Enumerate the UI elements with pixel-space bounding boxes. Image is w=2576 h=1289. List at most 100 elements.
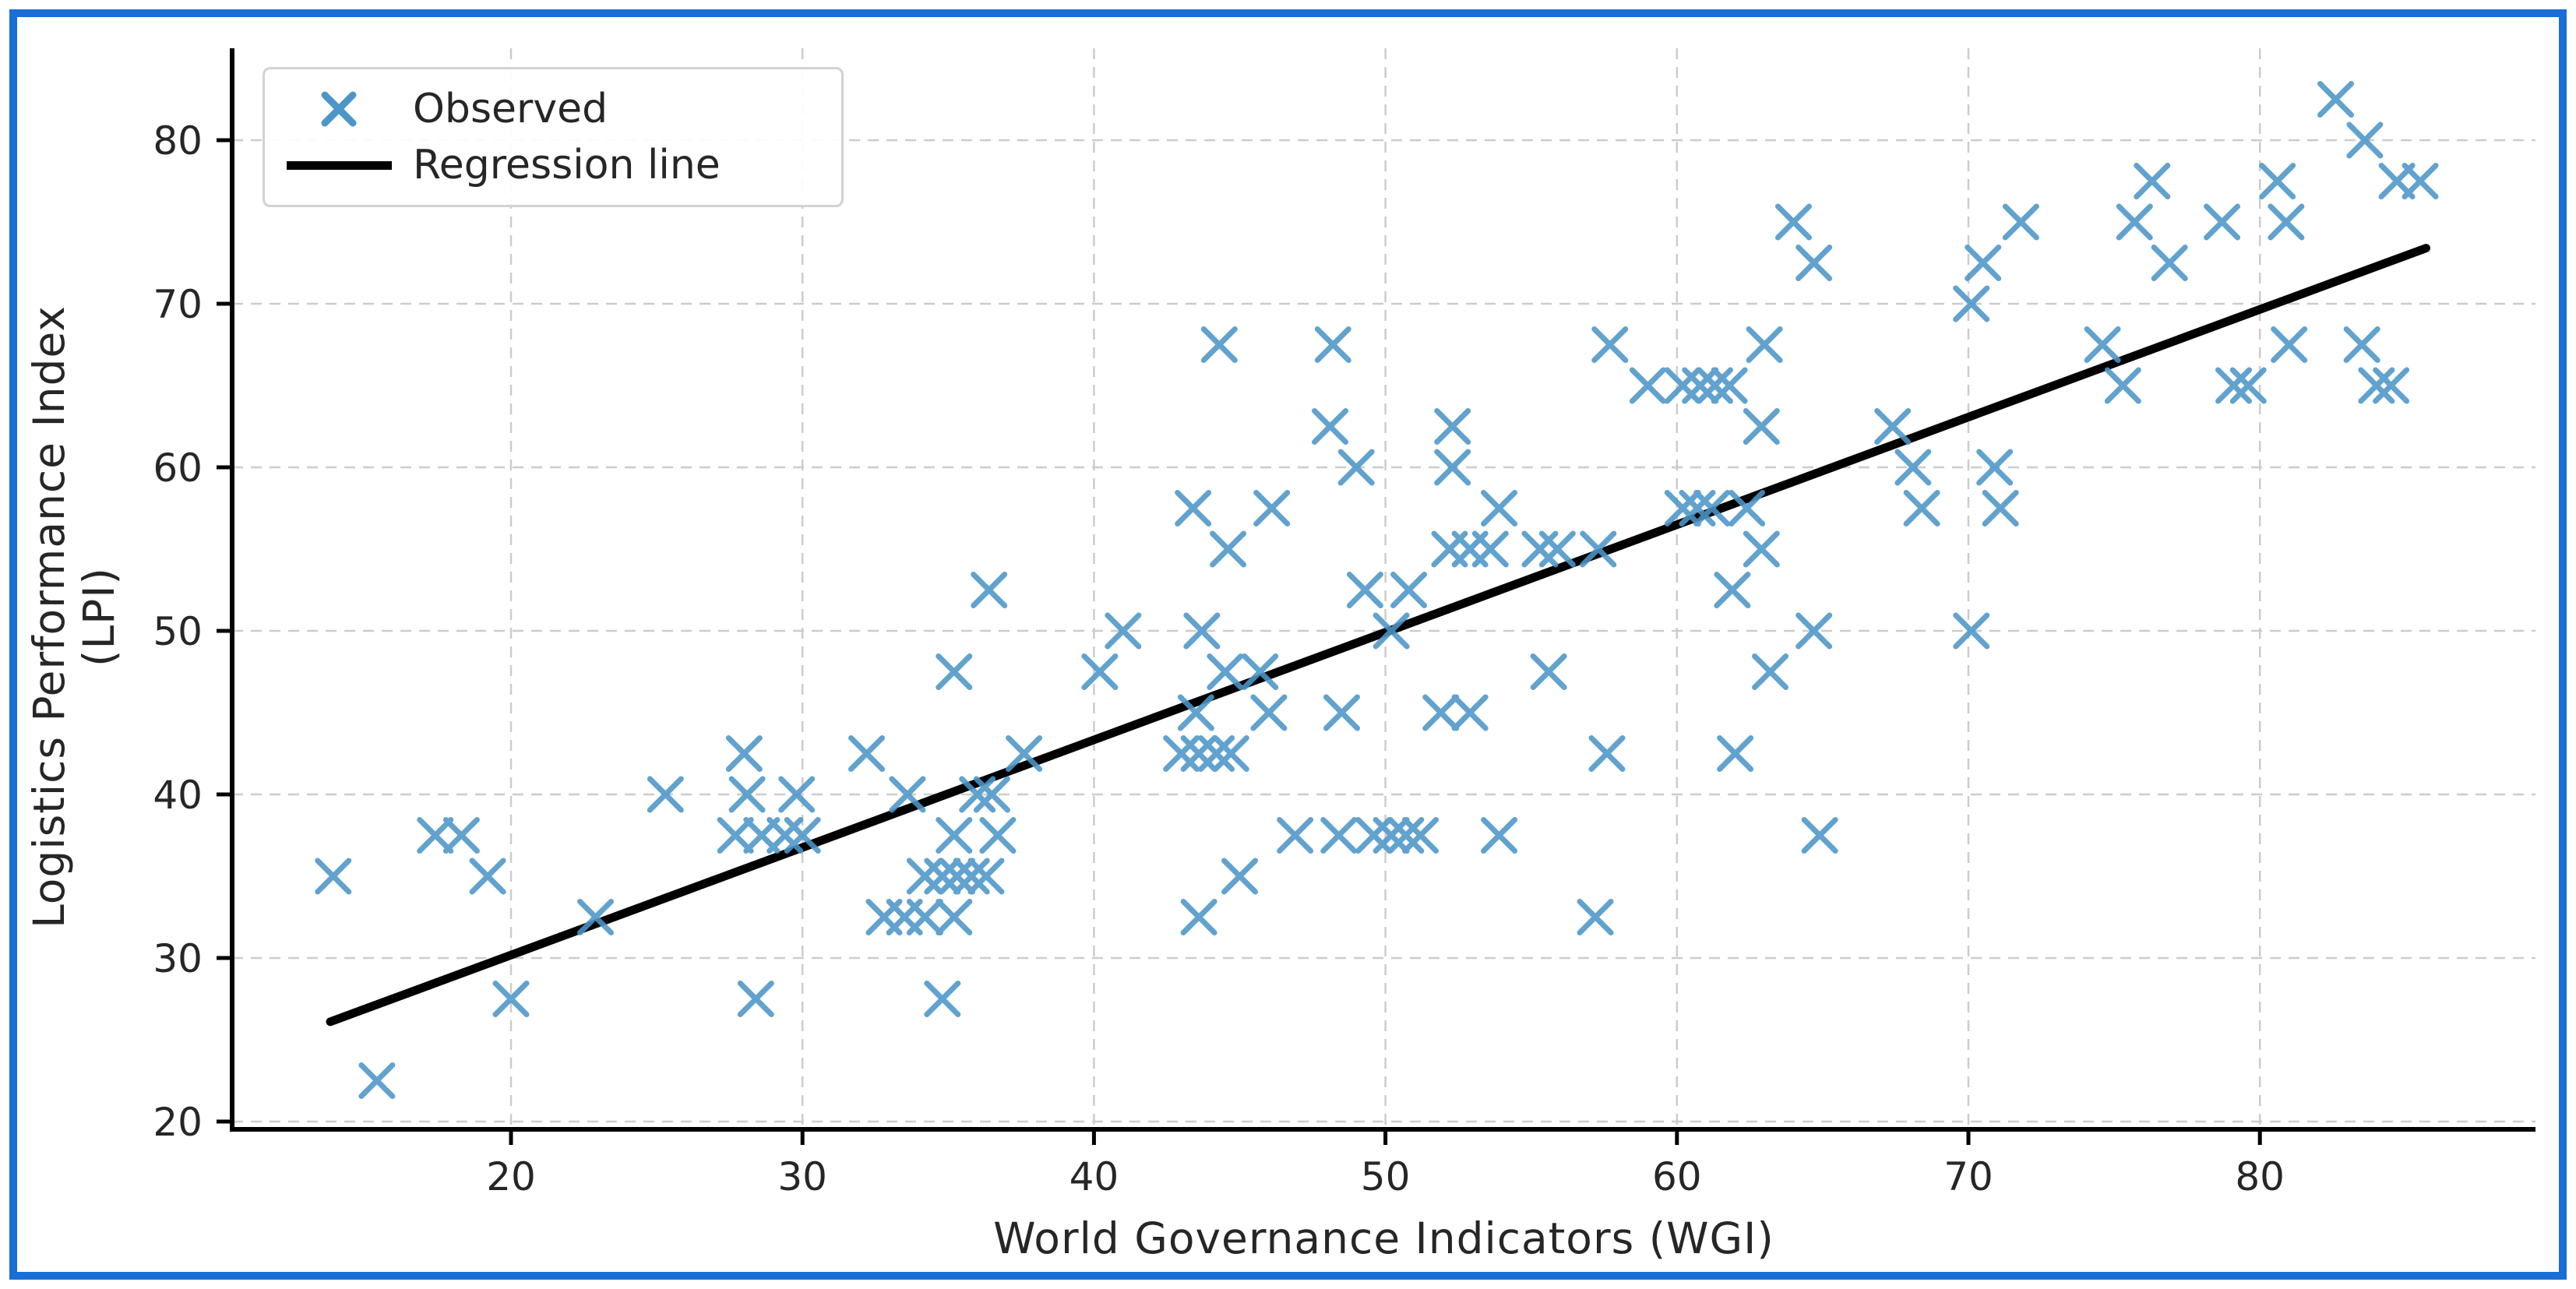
scatter-point (1422, 694, 1460, 731)
legend-entry-regression: Regression line (265, 141, 841, 189)
scatter-point (959, 776, 996, 813)
scatter-point (1580, 530, 1617, 568)
scatter-point (1717, 735, 1754, 772)
scatter-point (1743, 408, 1780, 445)
scatter-point (1323, 694, 1360, 731)
scatter-point (1953, 612, 1990, 650)
scatter-point (2116, 203, 2153, 241)
scatter-point (1481, 817, 1518, 854)
y-axis-label: Logistics Performance Index (LPI) (24, 305, 124, 928)
scatter-point (1207, 653, 1244, 690)
scatter-point (906, 899, 943, 935)
tick-label: 30 (777, 1154, 827, 1199)
scatter-points (315, 81, 2439, 1099)
scatter-point (1337, 449, 1375, 486)
scatter-point (492, 981, 530, 1017)
scatter-point (1312, 408, 1349, 445)
scatter-point (1795, 245, 1833, 281)
scatter-point (1664, 490, 1701, 527)
scatter-point (1682, 367, 1719, 404)
scatter-point (1752, 653, 1789, 690)
tick-label: 70 (1943, 1154, 1993, 1199)
scatter-point (1577, 899, 1614, 935)
scatter-point (417, 817, 454, 854)
regression-line (326, 244, 2430, 1027)
scatter-point (2204, 203, 2241, 241)
scatter-point (1177, 694, 1214, 731)
scatter-point (2358, 367, 2395, 404)
scatter-point (1006, 735, 1043, 772)
scatter-point (2151, 245, 2188, 281)
scatter-point (1481, 490, 1518, 527)
scatter-point (1471, 530, 1509, 568)
scatter-point (1175, 490, 1212, 527)
scatter-point (1373, 612, 1410, 650)
scatter-point (647, 776, 684, 813)
scatter-point (315, 858, 352, 895)
scatter-point (2343, 326, 2380, 363)
scatter-point (906, 858, 943, 895)
scatter-point (924, 981, 961, 1017)
scatter-point (1346, 572, 1383, 608)
scatter-point (2402, 163, 2439, 199)
scatter-point (1434, 449, 1471, 486)
scatter-point (1588, 735, 1626, 772)
scatter-point (1728, 490, 1766, 527)
scatter-point (1801, 817, 1838, 854)
scatter-point (936, 899, 973, 935)
scatter-point (1903, 490, 1940, 527)
scatter-point (1198, 735, 1235, 772)
tick-label: 80 (153, 118, 203, 164)
tick-label: 30 (153, 936, 203, 981)
scatter-point (1180, 735, 1218, 772)
tick-labels: 20 30 40 50 60 70 80 20 30 40 50 60 70 80 (153, 118, 2285, 1199)
scatter-point (1242, 653, 1279, 690)
legend-entry-observed: Observed (265, 85, 841, 133)
scatter-point (1105, 612, 1142, 650)
scatter-point (1714, 572, 1751, 608)
scatter-point (1795, 612, 1833, 650)
scatter-point (936, 653, 973, 690)
scatter-point (1390, 572, 1428, 608)
scatter-point (1250, 694, 1288, 731)
scatter-point (2268, 203, 2305, 241)
scatter-point (1693, 490, 1731, 527)
tick-label: 20 (153, 1100, 203, 1145)
scatter-point (1521, 530, 1559, 568)
scatter-point (971, 572, 1008, 608)
scatter-point (2002, 203, 2039, 241)
scatter-point (1629, 367, 1666, 404)
scatter-point (1434, 408, 1471, 445)
scatter-point (973, 776, 1010, 813)
scatter-point (358, 1062, 396, 1099)
scatter-point (1711, 367, 1748, 404)
line-sample-icon (265, 160, 413, 170)
scatter-point (2229, 367, 2267, 404)
legend: Observed Regression line (263, 67, 844, 207)
scatter-point (1180, 899, 1218, 935)
scatter-point (2317, 81, 2354, 118)
scatter-point (1774, 203, 1812, 241)
scatter-point (778, 776, 816, 813)
tick-label: 60 (1652, 1154, 1702, 1199)
tick-label: 60 (153, 446, 203, 491)
scatter-point (442, 817, 480, 854)
scatter-point (953, 858, 990, 895)
scatter-point (2134, 163, 2171, 199)
scatter-point (1314, 326, 1351, 363)
scatter-point (1894, 449, 1932, 486)
x-marker-icon (265, 88, 413, 130)
scatter-point (1982, 490, 2019, 527)
scatter-point (1874, 408, 1912, 445)
scatter-point (766, 817, 804, 854)
scatter-point (717, 817, 754, 854)
scatter-point (2259, 163, 2296, 199)
scatter-point (1253, 490, 1291, 527)
scatter-point (2271, 326, 2308, 363)
scatter-point (1591, 326, 1629, 363)
scatter-point (2084, 326, 2121, 363)
scatter-point (1163, 735, 1200, 772)
scatter-point (1743, 530, 1780, 568)
